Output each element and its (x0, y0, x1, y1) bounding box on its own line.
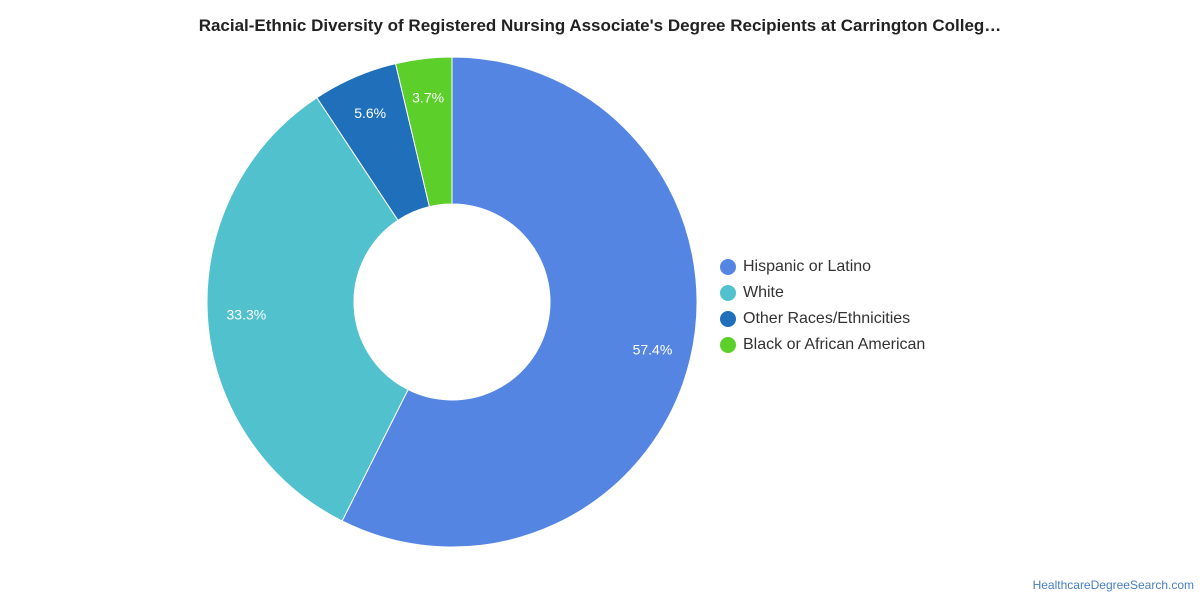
legend-swatch-icon (720, 337, 736, 353)
legend-swatch-icon (720, 285, 736, 301)
legend-label: Black or African American (743, 336, 926, 353)
slice-labels: 57.4% 33.3% 5.6% 3.7% (227, 89, 673, 357)
slice-value-label: 33.3% (227, 306, 267, 322)
slice-value-label: 5.6% (354, 105, 386, 121)
chart-legend: Hispanic or Latino White Other Races/Ethni… (720, 254, 925, 358)
slice-white[interactable] (206, 96, 409, 522)
slice-value-label: 57.4% (633, 341, 673, 357)
slice-value-label: 3.7% (412, 89, 444, 105)
slice-black-or-african-american[interactable] (394, 56, 453, 208)
legend-label: Hispanic or Latino (743, 258, 872, 275)
donut-slices (206, 56, 698, 548)
source-credit[interactable]: HealthcareDegreeSearch.com (1032, 578, 1194, 592)
legend-item[interactable]: Other Races/Ethnicities (720, 306, 925, 332)
legend-swatch-icon (720, 259, 736, 275)
chart-title: Racial-Ethnic Diversity of Registered Nu… (198, 16, 1002, 35)
legend-item[interactable]: White (720, 280, 925, 306)
legend-swatch-icon (720, 311, 736, 327)
legend-label: White (743, 284, 784, 301)
legend-item[interactable]: Hispanic or Latino (720, 254, 925, 280)
legend-label: Other Races/Ethnicities (743, 310, 911, 327)
legend-item[interactable]: Black or African American (720, 332, 925, 358)
slice-hispanic-or-latino[interactable] (341, 56, 698, 548)
